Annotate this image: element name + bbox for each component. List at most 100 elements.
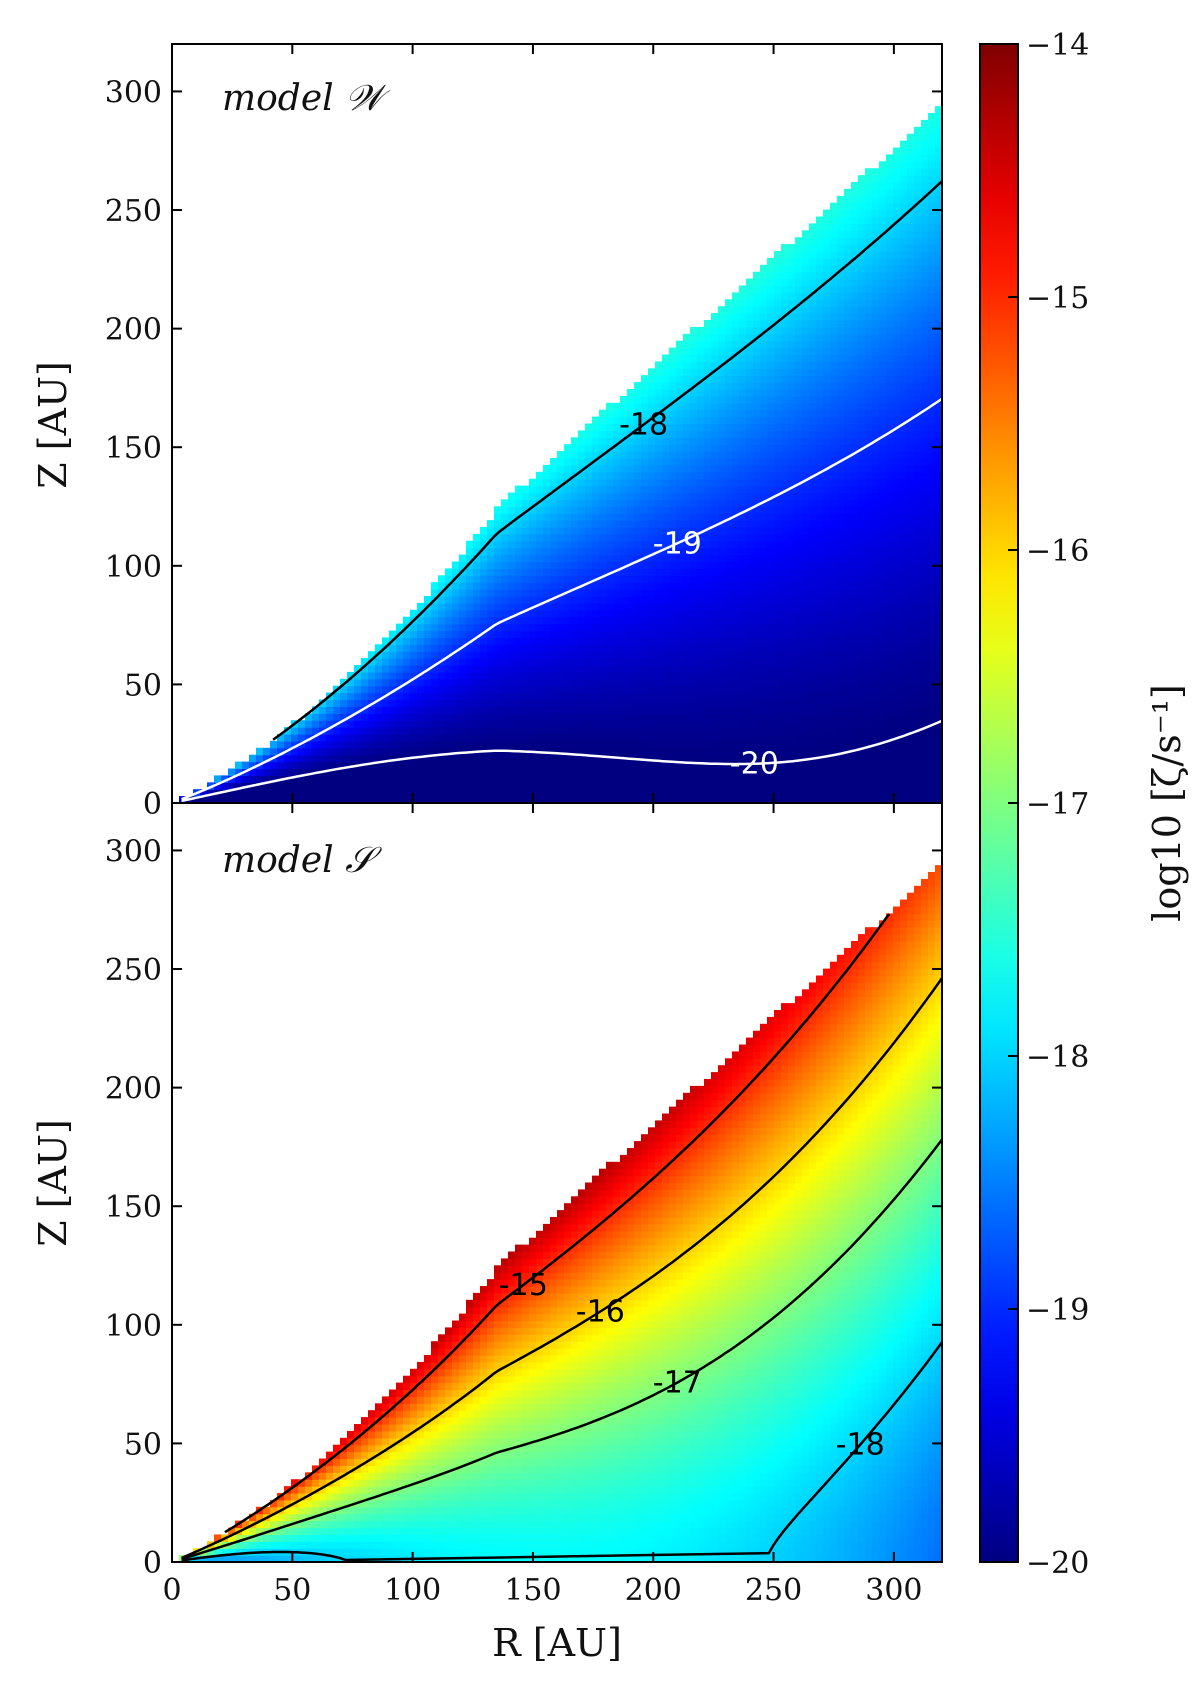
heatmap-cell [725, 520, 733, 528]
heatmap-cell [795, 458, 803, 466]
heatmap-cell [592, 492, 600, 500]
heatmap-cell [718, 616, 726, 625]
heatmap-cell [795, 244, 803, 252]
heatmap-cell [886, 423, 894, 431]
heatmap-cell [676, 409, 684, 418]
heatmap-cell [606, 547, 614, 556]
heatmap-cell [333, 775, 341, 783]
heatmap-cell [662, 685, 670, 694]
heatmap-cell [648, 568, 656, 576]
heatmap-cell [795, 492, 803, 500]
heatmap-cell [816, 216, 824, 224]
heatmap-cell [795, 354, 803, 362]
heatmap-cell [865, 754, 873, 763]
heatmap-cell [648, 409, 656, 418]
heatmap-cell [795, 320, 803, 328]
heatmap-cell [872, 354, 880, 362]
heatmap-cell [417, 782, 425, 790]
heatmap-cell [354, 782, 362, 790]
heatmap-cell [858, 326, 866, 335]
heatmap-cell [704, 589, 712, 597]
heatmap-cell [879, 775, 887, 783]
heatmap-cell [851, 623, 859, 632]
heatmap-cell [711, 547, 719, 556]
heatmap-cell [746, 602, 754, 611]
heatmap-cell [452, 775, 460, 783]
heatmap-cell [697, 478, 705, 487]
heatmap-cell [900, 306, 908, 314]
heatmap-cell [347, 685, 355, 694]
heatmap-cell [543, 768, 551, 776]
heatmap-cell [606, 423, 614, 431]
heatmap-cell [676, 609, 684, 618]
heatmap-cell [893, 340, 901, 349]
heatmap-cell [746, 395, 754, 404]
heatmap-cell [725, 602, 733, 611]
heatmap-cell [844, 471, 852, 480]
heatmap-cell [900, 692, 908, 701]
heatmap-cell [473, 671, 481, 680]
heatmap-cell [739, 416, 747, 425]
heatmap-cell [690, 575, 698, 583]
heatmap-cell [746, 596, 754, 604]
heatmap-cell [648, 554, 656, 563]
heatmap-cell [613, 464, 621, 473]
heatmap-cell [375, 699, 383, 707]
heatmap-cell [501, 506, 509, 514]
heatmap-cell [641, 451, 649, 459]
heatmap-cell [627, 651, 635, 659]
heatmap-cell [802, 375, 810, 383]
heatmap-cell [494, 768, 502, 776]
heatmap-cell [613, 416, 621, 425]
heatmap-cell [858, 175, 866, 183]
heatmap-cell [760, 678, 768, 687]
heatmap-cell [886, 340, 894, 349]
heatmap-cell [907, 527, 915, 535]
heatmap-cell [690, 506, 698, 514]
heatmap-cell [816, 602, 824, 611]
heatmap-cell [886, 609, 894, 618]
heatmap-cell [809, 692, 817, 701]
heatmap-cell [326, 727, 334, 735]
heatmap-cell [690, 492, 698, 500]
heatmap-cell [788, 720, 796, 728]
heatmap-cell [620, 589, 628, 597]
heatmap-cell [641, 734, 649, 742]
heatmap-cell [543, 782, 551, 790]
heatmap-cell [753, 554, 761, 563]
heatmap-cell [774, 264, 782, 273]
heatmap-cell [823, 402, 831, 411]
heatmap-cell [452, 699, 460, 707]
heatmap-cell [774, 313, 782, 321]
heatmap-cell [298, 768, 306, 776]
heatmap-cell [816, 320, 824, 328]
heatmap-cell [606, 637, 614, 645]
heatmap-cell [571, 485, 579, 494]
heatmap-cell [613, 471, 621, 480]
heatmap-cell [368, 740, 376, 749]
heatmap-cell [718, 678, 726, 687]
heatmap-cell [809, 257, 817, 266]
heatmap-cell [816, 402, 824, 411]
heatmap-cell [711, 768, 719, 776]
heatmap-cell [760, 271, 768, 280]
heatmap-cell [319, 734, 327, 742]
heatmap-cell [655, 727, 663, 735]
heatmap-cell [865, 416, 873, 425]
heatmap-cell [830, 547, 838, 556]
heatmap-cell [410, 699, 418, 707]
heatmap-cell [907, 727, 915, 735]
heatmap-cell [858, 395, 866, 404]
heatmap-cell [683, 499, 691, 507]
heatmap-cell [641, 499, 649, 507]
heatmap-cell [606, 437, 614, 445]
heatmap-cell [788, 513, 796, 521]
heatmap-cell [361, 754, 369, 763]
heatmap-cell [760, 616, 768, 625]
heatmap-cell [739, 464, 747, 473]
heatmap-cell [809, 409, 817, 418]
heatmap-cell [340, 789, 348, 797]
heatmap-cell [529, 540, 537, 549]
heatmap-cell [557, 761, 565, 770]
heatmap-cell [809, 665, 817, 673]
